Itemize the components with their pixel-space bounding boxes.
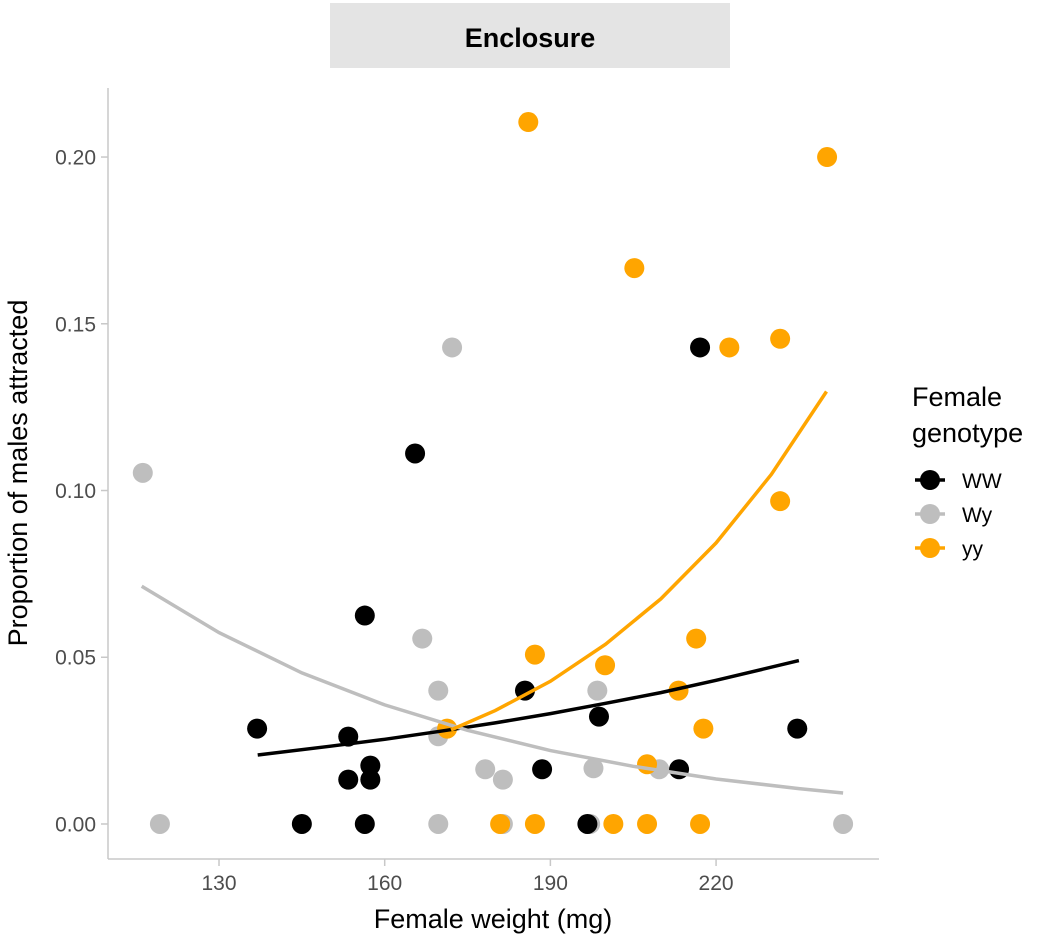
legend-title-line-1-text: Female: [912, 382, 1002, 412]
data-point-Wy: [492, 769, 513, 790]
data-point-WW: [588, 706, 609, 727]
data-point-Wy: [428, 813, 449, 834]
data-point-Wy: [412, 628, 433, 649]
data-point-yy: [690, 813, 711, 834]
data-point-yy: [524, 644, 545, 665]
data-point-Wy: [587, 680, 608, 701]
y-tick-label: 0.05: [55, 647, 96, 670]
fit-line-Wy: [140, 584, 844, 795]
legend-entry-Wy: Wy: [915, 504, 993, 527]
data-point-yy: [686, 628, 707, 649]
data-point-yy: [603, 813, 624, 834]
y-axis-title: Proportion of males attracted: [3, 300, 33, 647]
legend-label: Wy: [962, 504, 993, 527]
fit-line-WW: [257, 658, 800, 757]
legend-title-line-1: Female: [912, 382, 1002, 412]
data-point-WW: [669, 759, 690, 780]
data-point-WW: [354, 605, 375, 626]
data-point-WW: [291, 813, 312, 834]
data-point-yy: [518, 112, 539, 133]
data-point-yy: [693, 718, 714, 739]
data-point-WW: [577, 813, 598, 834]
legend-entries: WW Wy yy: [915, 470, 1002, 561]
data-point-WW: [247, 718, 268, 739]
data-point-yy: [637, 813, 658, 834]
y-tick-label: 0.10: [55, 480, 96, 503]
legend-entry-WW: WW: [915, 470, 1002, 493]
data-point-WW: [690, 337, 711, 358]
data-point-yy: [770, 328, 791, 349]
data-point-WW: [532, 759, 553, 780]
x-tick-label: 190: [533, 872, 568, 895]
legend-key-point: [920, 538, 940, 558]
legend-label: WW: [962, 470, 1002, 493]
data-point-WW: [787, 718, 808, 739]
data-point-WW: [405, 443, 426, 464]
legend-key-point: [920, 470, 940, 490]
data-point-yy: [624, 258, 645, 279]
facet-title: Enclosure: [465, 23, 596, 53]
data-point-yy: [668, 680, 689, 701]
fit-line-yy: [450, 390, 828, 732]
x-tick-label: 160: [367, 872, 402, 895]
data-point-yy: [595, 655, 616, 676]
legend: Female genotype WW Wy yy: [912, 382, 1023, 561]
x-tick-label: 130: [201, 872, 236, 895]
data-point-WW: [360, 755, 381, 776]
y-tick-label: 0.15: [55, 313, 96, 336]
data-point-yy: [817, 147, 838, 168]
data-point-yy: [524, 813, 545, 834]
data-point-Wy: [132, 462, 153, 483]
legend-title-line-2-text: genotype: [912, 418, 1023, 448]
y-axis-ticks: 0.00 0.05 0.10 0.15 0.20: [55, 147, 108, 836]
facet-strip: [330, 3, 730, 68]
data-point-yy: [770, 491, 791, 512]
legend-title-line-2: genotype: [912, 418, 1023, 448]
legend-key-point: [920, 504, 940, 524]
data-point-Wy: [149, 813, 170, 834]
data-point-yy: [719, 337, 740, 358]
data-point-WW: [354, 813, 375, 834]
x-tick-label: 220: [699, 872, 734, 895]
x-axis-title: Female weight (mg): [374, 904, 613, 934]
x-axis-ticks: 130 160 190 220: [201, 859, 734, 895]
data-point-WW: [360, 769, 381, 790]
data-point-yy: [490, 813, 511, 834]
legend-label: yy: [962, 538, 984, 561]
data-point-Wy: [442, 337, 463, 358]
data-point-Wy: [428, 680, 449, 701]
legend-entry-yy: yy: [915, 538, 984, 561]
data-point-Wy: [475, 759, 496, 780]
fit-lines: [140, 390, 844, 795]
data-point-WW: [338, 769, 359, 790]
data-point-Wy: [833, 813, 854, 834]
y-tick-label: 0.20: [55, 147, 96, 170]
data-point-Wy: [583, 758, 604, 779]
y-tick-label: 0.00: [55, 813, 96, 836]
data-point-yy: [637, 754, 658, 775]
data-points: [132, 112, 854, 834]
